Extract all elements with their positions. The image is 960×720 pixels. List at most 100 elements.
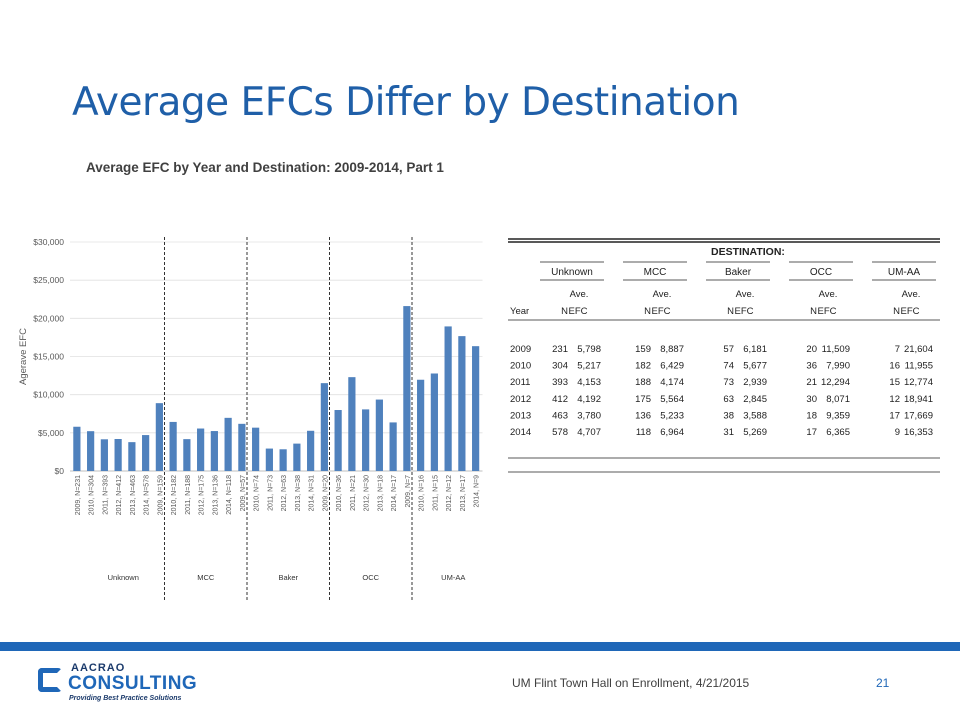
col-n: N [644, 306, 651, 317]
bar [307, 430, 315, 471]
x-tick-label: 2012, N=30 [364, 475, 371, 511]
bar [348, 377, 356, 471]
col-ave-top: Ave. [570, 289, 589, 300]
table-cell-efc: 17,669 [904, 410, 933, 421]
bar [403, 306, 411, 471]
bar [279, 449, 287, 471]
table-cell-n: 73 [723, 377, 734, 388]
table-cell-efc: 3,780 [577, 410, 601, 421]
destination-label: Baker [725, 267, 752, 278]
x-tick-label: 2014, N=118 [226, 475, 233, 515]
table-cell-n: 20 [806, 344, 817, 355]
table-cell-efc: 7,990 [826, 361, 850, 372]
table-header: DESTINATION: [711, 246, 785, 258]
x-tick-label: 2010, N=36 [336, 475, 343, 511]
col-ave-bottom: EFC [569, 306, 588, 317]
bar [252, 427, 260, 471]
x-tick-label: 2009, N=231 [75, 475, 82, 515]
group-label: Baker [278, 573, 298, 582]
bar [100, 439, 108, 471]
table-cell-efc: 2,939 [743, 377, 767, 388]
table-cell-year: 2014 [510, 427, 531, 438]
bar [210, 431, 218, 471]
bar [375, 399, 383, 471]
table-cell-n: 7 [895, 344, 900, 355]
table-cell-n: 18 [806, 410, 817, 421]
table-cell-year: 2013 [510, 410, 531, 421]
col-ave-bottom: EFC [652, 306, 671, 317]
table-cell-year: 2012 [510, 394, 531, 405]
x-tick-label: 2014, N=9 [474, 475, 481, 508]
logo-main-text: CONSULTING [68, 673, 198, 694]
col-ave-bottom: EFC [735, 306, 754, 317]
col-n: N [727, 306, 734, 317]
bar [114, 439, 122, 471]
col-n: N [893, 306, 900, 317]
group-label: MCC [197, 573, 215, 582]
bar [128, 442, 136, 471]
bar [293, 443, 301, 471]
table-cell-efc: 11,955 [905, 361, 933, 372]
x-tick-label: 2013, N=18 [377, 475, 384, 511]
table-cell-efc: 12,294 [821, 377, 850, 388]
table-cell-n: 17 [806, 427, 817, 438]
x-tick-label: 2011, N=393 [102, 475, 109, 515]
x-tick-label: 2011, N=73 [267, 475, 274, 511]
x-tick-label: 2010, N=304 [89, 475, 96, 515]
x-tick-label: 2013, N=136 [212, 475, 219, 515]
bar [155, 403, 163, 471]
table-cell-n: 74 [723, 361, 734, 372]
table-cell-efc: 5,798 [577, 344, 601, 355]
bar-chart: $0 $5,000 $10,000 $15,000 $20,000 $25,000 $30,… [18, 237, 483, 600]
table-cell-efc: 6,964 [660, 427, 684, 438]
bar [320, 383, 328, 471]
y-tick-label: $25,000 [33, 275, 64, 285]
table-cell-efc: 4,707 [577, 427, 601, 438]
y-axis-label: Agerave EFC [18, 328, 29, 385]
bar [197, 428, 205, 471]
y-tick-label: $0 [55, 466, 65, 476]
table-cell-n: 38 [723, 410, 734, 421]
table-cell-efc: 9,359 [826, 410, 850, 421]
bar [417, 379, 425, 471]
bar [458, 336, 466, 471]
x-tick-label: 2009, N=20 [322, 475, 329, 511]
x-tick-label: 2013, N=463 [130, 475, 137, 515]
x-tick-label: 2009, N=57 [240, 475, 247, 511]
table-cell-efc: 5,564 [660, 394, 684, 405]
table-cell-n: 15 [889, 377, 900, 388]
bar [238, 423, 246, 471]
y-tick-label: $20,000 [33, 313, 64, 323]
bar [362, 409, 370, 471]
bar [142, 435, 150, 471]
page-number: 21 [876, 676, 890, 690]
x-tick-label: 2009, N=159 [157, 475, 164, 515]
table-cell-efc: 6,429 [660, 361, 684, 372]
aacrao-consulting-logo: AACRAO CONSULTING Providing Best Practic… [38, 662, 208, 710]
table-cell-efc: 11,509 [822, 344, 850, 355]
table-cell-n: 21 [806, 377, 817, 388]
table-cell-n: 412 [552, 394, 568, 405]
group-label: OCC [362, 573, 379, 582]
y-tick-label: $10,000 [33, 390, 64, 400]
x-tick-label: 2010, N=16 [419, 475, 426, 511]
x-tick-label: 2012, N=63 [281, 475, 288, 511]
x-tick-label: 2014, N=31 [309, 475, 316, 511]
chart-title: Average EFC by Year and Destination: 200… [86, 160, 444, 175]
table-cell-efc: 12,774 [904, 377, 933, 388]
table-cell-efc: 18,941 [904, 394, 933, 405]
col-ave-top: Ave. [819, 289, 838, 300]
table-cell-year: 2009 [510, 344, 531, 355]
table-cell-n: 63 [723, 394, 734, 405]
x-tick-label: 2012, N=175 [199, 475, 206, 515]
bar [389, 422, 397, 471]
x-tick-label: 2012, N=12 [446, 475, 453, 511]
bar [430, 373, 438, 471]
bar [444, 326, 452, 471]
table-cell-efc: 4,153 [577, 377, 601, 388]
table-cell-n: 304 [552, 361, 568, 372]
logo-tagline: Providing Best Practice Solutions [69, 695, 182, 702]
table-cell-efc: 21,604 [904, 344, 933, 355]
x-tick-label: 2011, N=21 [350, 475, 357, 511]
x-tick-label: 2013, N=17 [460, 475, 467, 511]
